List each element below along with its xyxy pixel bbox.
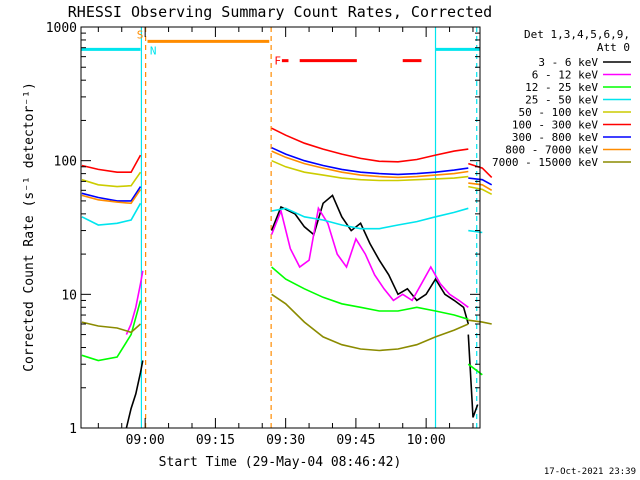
- x-tick-label-1: 09:15: [196, 433, 235, 448]
- y-axis: 1 10 100 1000: [46, 21, 480, 437]
- y-axis-label: Corrected Count Rate (s⁻¹ detector⁻¹): [22, 82, 37, 372]
- legend-label-1: 6 - 12 keV: [532, 69, 599, 82]
- legend-label-4: 50 - 100 keV: [519, 106, 599, 119]
- render-timestamp: 17-Oct-2021 23:39: [544, 467, 636, 477]
- legend-label-8: 7000 - 15000 keV: [492, 156, 598, 169]
- series-4-segment-1: [271, 159, 469, 182]
- series-2-segment-0: [81, 300, 142, 362]
- series-8-segment-1: [271, 293, 469, 352]
- series-7-segment-0: [81, 188, 142, 205]
- series-2-segment-1: [271, 266, 469, 321]
- series-6-segment-1: [271, 146, 469, 176]
- x-axis: 09:00 09:15 09:30 09:45 10:00: [97, 27, 474, 448]
- legend-label-6: 300 - 800 keV: [512, 131, 598, 144]
- series-4-segment-2: [468, 185, 493, 196]
- x-tick-label-0: 09:00: [126, 433, 165, 448]
- series-1-segment-1: [270, 206, 469, 308]
- series-6-segment-2: [468, 177, 493, 186]
- chart-title: RHESSI Observing Summary Count Rates, Co…: [68, 3, 492, 21]
- series-8-segment-0: [81, 321, 142, 334]
- y-tick-label-2: 100: [54, 155, 77, 170]
- x-tick-label-2: 09:30: [266, 433, 305, 448]
- series-0-segment-2: [467, 334, 479, 418]
- series-8-segment-2: [468, 319, 492, 325]
- series-7-segment-2: [468, 182, 493, 191]
- series-4-segment-0: [81, 171, 142, 188]
- legend-label-3: 25 - 50 keV: [525, 94, 598, 107]
- series-5-segment-1: [271, 127, 469, 163]
- x-tick-label-4: 10:00: [407, 433, 446, 448]
- y-tick-label-1: 10: [61, 288, 77, 303]
- series-3-segment-1: [271, 207, 469, 230]
- night-label: N: [150, 44, 157, 57]
- x-tick-label-3: 09:45: [336, 433, 375, 448]
- series-0-segment-1: [270, 194, 470, 325]
- saa-label: S: [137, 28, 144, 41]
- series-3-segment-0: [81, 202, 142, 226]
- legend-header-2: Att 0: [597, 41, 630, 54]
- legend-label-0: 3 - 6 keV: [538, 56, 598, 69]
- plot-frame: [80, 26, 481, 429]
- series-5-segment-2: [468, 162, 493, 178]
- legend-header-1: Det 1,3,4,5,6,9,: [524, 28, 630, 41]
- legend-label-5: 100 - 300 keV: [512, 119, 598, 132]
- y-tick-label-3: 1000: [46, 21, 77, 36]
- legend-label-7: 800 - 7000 keV: [505, 144, 598, 157]
- x-axis-label: Start Time (29-May-04 08:46:42): [159, 455, 402, 470]
- flare-label: F: [274, 55, 281, 68]
- series-0-segment-0: [125, 360, 144, 429]
- series-6-segment-0: [81, 186, 142, 202]
- series-5-segment-0: [81, 154, 142, 173]
- legend-label-2: 12 - 25 keV: [525, 81, 598, 94]
- series-7-segment-1: [271, 150, 469, 179]
- series-1-segment-0: [125, 270, 144, 335]
- y-tick-label-0: 1: [69, 422, 77, 437]
